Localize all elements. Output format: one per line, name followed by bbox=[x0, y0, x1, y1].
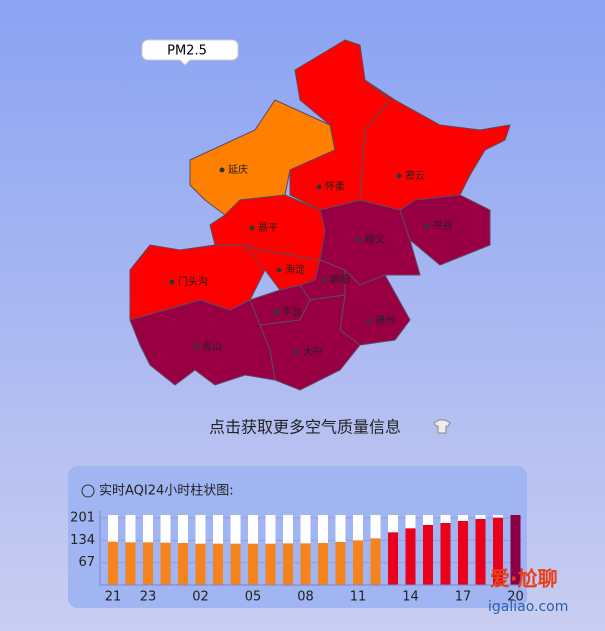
x-tick-label: 05 bbox=[245, 590, 262, 605]
prompt[interactable]: 点击获取更多空气质量信息 bbox=[209, 418, 401, 437]
y-tick-label: 134 bbox=[70, 533, 95, 548]
map[interactable] bbox=[129, 39, 511, 391]
watermark-brand: 爱·尬聊 bbox=[490, 567, 558, 591]
tooltip-bubble bbox=[141, 39, 239, 66]
district-dot bbox=[276, 267, 282, 273]
bar bbox=[178, 543, 188, 585]
district-dot bbox=[193, 344, 199, 350]
district-label: 怀柔 bbox=[325, 181, 345, 193]
district-dot bbox=[424, 223, 430, 229]
bar bbox=[493, 517, 503, 585]
bar bbox=[160, 542, 171, 585]
district-dot bbox=[356, 237, 362, 243]
district-label: 平谷 bbox=[433, 220, 453, 232]
x-tick-label: 11 bbox=[350, 590, 367, 605]
district-label: 朝阳 bbox=[330, 274, 350, 286]
bar bbox=[440, 523, 451, 585]
watermark-url: igaliao.com bbox=[488, 599, 568, 615]
bar bbox=[405, 528, 416, 585]
district-label: 密云 bbox=[405, 169, 425, 182]
bar bbox=[108, 541, 118, 585]
district-dot bbox=[249, 225, 255, 231]
bar bbox=[265, 543, 276, 585]
chart-title: 实时AQI24小时柱状图: bbox=[99, 484, 234, 499]
bar bbox=[458, 521, 468, 585]
district-label: 门头沟 bbox=[178, 275, 208, 288]
district-dot bbox=[316, 184, 322, 190]
district[interactable] bbox=[129, 299, 276, 386]
chart-icon bbox=[81, 484, 95, 498]
x-tick-label: 02 bbox=[192, 590, 209, 605]
x-tick-label: 20 bbox=[507, 590, 524, 605]
bar bbox=[335, 542, 346, 585]
district-dot bbox=[396, 173, 402, 179]
x-tick-label: 17 bbox=[455, 590, 472, 605]
bar bbox=[125, 542, 136, 585]
y-tick-label: 201 bbox=[70, 511, 95, 526]
pointer-icon[interactable] bbox=[433, 419, 451, 434]
district-label: 丰台 bbox=[282, 305, 302, 318]
bar bbox=[353, 540, 363, 585]
tooltip: PM2.5 bbox=[167, 44, 207, 59]
district-label: 通州 bbox=[375, 315, 395, 327]
y-tick-label: 67 bbox=[78, 555, 95, 570]
district-label: 房山 bbox=[202, 340, 222, 353]
bar bbox=[475, 519, 486, 585]
district-dot bbox=[366, 318, 372, 324]
bar bbox=[213, 543, 223, 585]
bar bbox=[230, 543, 241, 585]
bar bbox=[248, 543, 258, 585]
district-dot bbox=[321, 277, 327, 283]
district-dot bbox=[294, 349, 300, 355]
district-dot bbox=[273, 309, 279, 315]
bar bbox=[318, 543, 328, 585]
bar bbox=[300, 543, 311, 585]
x-tick-label: 14 bbox=[402, 590, 419, 605]
district[interactable] bbox=[189, 99, 336, 216]
x-tick-label: 23 bbox=[140, 590, 157, 605]
district-label: 海淀 bbox=[285, 263, 305, 276]
bar bbox=[510, 515, 521, 585]
bar bbox=[143, 542, 153, 585]
bar bbox=[423, 525, 433, 585]
district-label: 延庆 bbox=[228, 163, 248, 176]
bar bbox=[195, 543, 206, 585]
x-tick-label: 21 bbox=[105, 590, 122, 605]
district-label: 顺义 bbox=[365, 234, 385, 246]
district-label: 昌平 bbox=[258, 222, 278, 234]
bar bbox=[388, 532, 398, 585]
bar bbox=[283, 543, 293, 585]
district-dot bbox=[219, 167, 225, 173]
district-label: 大兴 bbox=[303, 345, 323, 358]
x-tick-label: 08 bbox=[297, 590, 314, 605]
bar bbox=[370, 538, 381, 585]
district-dot bbox=[169, 279, 175, 285]
